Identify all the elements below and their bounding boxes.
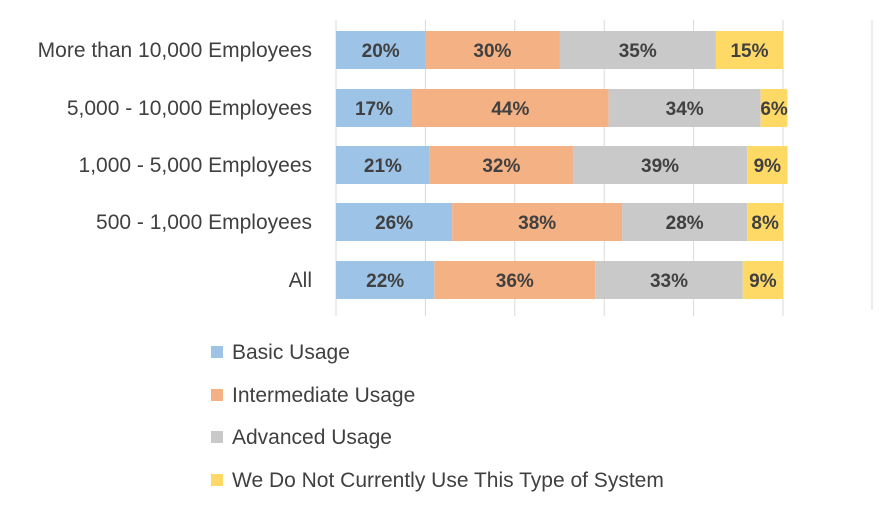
bar-segment <box>572 146 748 184</box>
bar-segment <box>760 89 788 127</box>
category-labels: More than 10,000 Employees 5,000 - 10,000… <box>38 39 312 292</box>
bar-segment <box>434 261 596 299</box>
data-label: 22% <box>366 271 404 292</box>
data-label: 32% <box>482 156 520 177</box>
bar-segment <box>429 146 573 184</box>
data-label: 35% <box>619 41 657 62</box>
legend-swatch <box>211 389 223 401</box>
bar-segment <box>747 146 788 184</box>
data-label: 36% <box>496 271 534 292</box>
data-label: 15% <box>730 41 768 62</box>
bar-segment <box>336 31 426 69</box>
legend-label: Intermediate Usage <box>232 384 415 407</box>
bar-segment <box>742 261 783 299</box>
data-label: 44% <box>491 99 529 120</box>
bar-segment <box>336 203 453 241</box>
category-label: 500 - 1,000 Employees <box>96 211 312 234</box>
legend-label: We Do Not Currently Use This Type of Sys… <box>232 469 664 492</box>
bar-segment <box>425 31 560 69</box>
legend-label: Advanced Usage <box>232 426 392 449</box>
bar-segment <box>336 261 435 299</box>
legend: Basic Usage Intermediate Usage Advanced Us… <box>211 341 664 492</box>
category-label: More than 10,000 Employees <box>38 39 312 62</box>
category-label: 1,000 - 5,000 Employees <box>79 154 312 177</box>
bar-segment <box>559 31 716 69</box>
data-label: 17% <box>355 99 393 120</box>
legend-swatch <box>211 474 223 486</box>
category-label: All <box>289 269 312 292</box>
legend-swatch <box>211 431 223 443</box>
data-label: 21% <box>364 156 402 177</box>
data-label: 34% <box>666 99 704 120</box>
data-label: 9% <box>749 271 777 292</box>
data-label: 38% <box>518 213 556 234</box>
data-label: 30% <box>473 41 511 62</box>
data-label: 39% <box>641 156 679 177</box>
category-label: 5,000 - 10,000 Employees <box>67 97 312 120</box>
bar-segment <box>715 31 783 69</box>
bar-segment <box>336 146 430 184</box>
legend-label: Basic Usage <box>232 341 350 364</box>
bar-segment <box>452 203 623 241</box>
data-label: 26% <box>375 213 413 234</box>
bars <box>336 31 788 299</box>
legend-swatch <box>211 346 223 358</box>
data-label: 6% <box>760 99 788 120</box>
data-labels: 20% 30% 35% 15% 17% 44% 34% 6% 21% 32% 39% 9% 26% 38%… <box>355 41 788 292</box>
data-label: 9% <box>754 156 782 177</box>
data-label: 8% <box>751 213 779 234</box>
bar-segment <box>336 89 412 127</box>
data-label: 20% <box>362 41 400 62</box>
bar-segment <box>411 89 609 127</box>
bar-segment <box>595 261 743 299</box>
data-label: 28% <box>666 213 704 234</box>
data-label: 33% <box>650 271 688 292</box>
bar-segment <box>747 203 783 241</box>
bar-segment <box>622 203 748 241</box>
bar-segment <box>608 89 761 127</box>
